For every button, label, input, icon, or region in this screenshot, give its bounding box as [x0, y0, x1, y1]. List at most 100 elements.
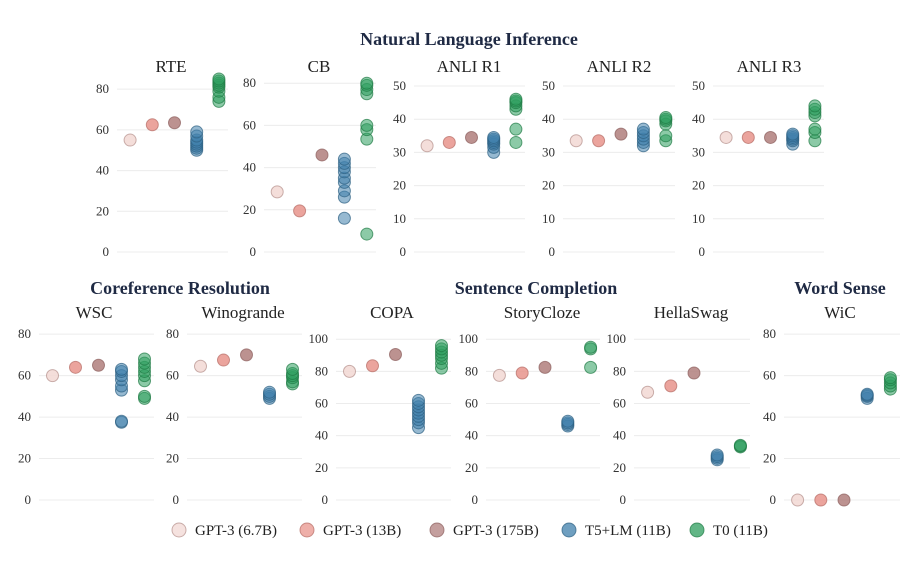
panel-title: WiC — [824, 303, 855, 322]
panel-title: StoryCloze — [504, 303, 581, 322]
y-tick-label: 80 — [166, 326, 179, 341]
data-point — [190, 125, 204, 139]
y-tick-label: 40 — [96, 163, 109, 178]
data-point — [487, 130, 501, 144]
data-point — [360, 118, 374, 132]
y-tick-label: 80 — [96, 81, 109, 96]
legend-item: GPT-3 (175B) — [429, 522, 539, 539]
y-tick-label: 40 — [763, 409, 776, 424]
data-point — [194, 359, 207, 373]
panel-title: CB — [308, 57, 331, 76]
y-tick-label: 0 — [103, 244, 110, 259]
y-tick-label: 20 — [465, 460, 478, 475]
legend: GPT-3 (6.7B) GPT-3 (13B) GPT-3 (175B) T5+LM… — [171, 522, 768, 539]
y-tick-label: 0 — [400, 244, 407, 259]
data-point — [786, 127, 800, 141]
data-point — [138, 352, 151, 366]
data-point — [659, 111, 673, 125]
y-tick-label: 20 — [96, 203, 109, 218]
data-point — [465, 130, 478, 144]
data-point — [641, 385, 655, 399]
y-tick-label: 60 — [166, 368, 179, 383]
legend-marker — [171, 522, 187, 538]
data-point — [337, 152, 351, 166]
y-tick-label: 50 — [542, 78, 555, 93]
data-point — [664, 379, 678, 393]
y-tick-label: 30 — [692, 144, 705, 159]
y-tick-label: 10 — [692, 211, 705, 226]
panel-rte: 0 20 40 60 80 RTE — [96, 57, 228, 259]
y-tick-label: 40 — [613, 428, 626, 443]
y-tick-label: 60 — [465, 396, 478, 411]
y-tick-label: 20 — [393, 178, 406, 193]
data-point — [46, 369, 59, 383]
data-point — [614, 127, 628, 141]
legend-item: GPT-3 (13B) — [299, 522, 401, 539]
legend-label: GPT-3 (6.7B) — [195, 523, 277, 539]
panel-title: ANLI R2 — [587, 57, 652, 76]
data-point — [733, 438, 747, 452]
y-tick-label: 50 — [393, 78, 406, 93]
data-point — [366, 359, 379, 373]
panel-winogrande: 0 20 40 60 80 Winogrande — [166, 303, 302, 507]
y-tick-label: 80 — [465, 363, 478, 378]
data-point — [145, 118, 159, 132]
legend-marker — [689, 522, 705, 538]
y-tick-label: 100 — [309, 331, 329, 346]
data-point — [360, 76, 374, 90]
y-tick-label: 20 — [243, 202, 256, 217]
data-point — [69, 360, 82, 374]
y-tick-label: 80 — [243, 75, 256, 90]
y-tick-label: 20 — [613, 460, 626, 475]
data-point — [115, 362, 128, 376]
y-tick-label: 100 — [459, 331, 479, 346]
data-point — [389, 347, 402, 361]
data-point — [791, 493, 805, 507]
y-tick-label: 0 — [620, 492, 627, 507]
data-point — [315, 148, 329, 162]
group-title-nli: Natural Language Inference — [360, 29, 578, 49]
y-tick-label: 20 — [763, 451, 776, 466]
y-tick-label: 0 — [472, 492, 479, 507]
legend-marker — [299, 522, 315, 538]
legend-label: GPT-3 (13B) — [323, 523, 401, 539]
data-point — [115, 414, 128, 428]
data-point — [412, 393, 425, 407]
panel-title: ANLI R3 — [737, 57, 802, 76]
legend-item: GPT-3 (6.7B) — [171, 522, 277, 539]
data-point — [710, 448, 724, 462]
data-point — [719, 130, 733, 144]
legend-item: T0 (11B) — [689, 522, 768, 539]
legend-marker — [429, 522, 445, 538]
y-tick-label: 80 — [18, 326, 31, 341]
group-title-word-sense: Word Sense — [794, 278, 886, 298]
y-tick-label: 20 — [166, 451, 179, 466]
panel-anli-r1: 0 10 20 30 40 50 ANLI R1 — [393, 57, 525, 259]
y-tick-label: 40 — [465, 428, 478, 443]
data-point — [592, 134, 606, 148]
y-tick-label: 60 — [96, 122, 109, 137]
data-point — [808, 122, 822, 136]
data-point — [360, 227, 374, 241]
y-tick-label: 40 — [243, 160, 256, 175]
y-tick-label: 40 — [18, 409, 31, 424]
y-tick-label: 20 — [315, 460, 328, 475]
panel-title: Winogrande — [201, 303, 284, 322]
data-point — [883, 371, 897, 385]
data-point — [515, 366, 529, 380]
y-tick-label: 60 — [243, 117, 256, 132]
data-point — [217, 353, 230, 367]
panel-title: HellaSwag — [654, 303, 729, 322]
data-point — [240, 348, 253, 362]
data-point — [584, 340, 598, 354]
panel-title: COPA — [370, 303, 415, 322]
legend-label: T5+LM (11B) — [585, 523, 671, 539]
data-point — [561, 414, 575, 428]
data-point — [509, 122, 523, 136]
panel-wsc: 0 20 40 60 80 WSC — [18, 303, 154, 507]
data-point — [92, 358, 105, 372]
y-tick-label: 40 — [692, 111, 705, 126]
panel-hellaswag: 0 20 40 60 80 100 HellaSwag — [607, 303, 750, 507]
data-point — [808, 99, 822, 113]
